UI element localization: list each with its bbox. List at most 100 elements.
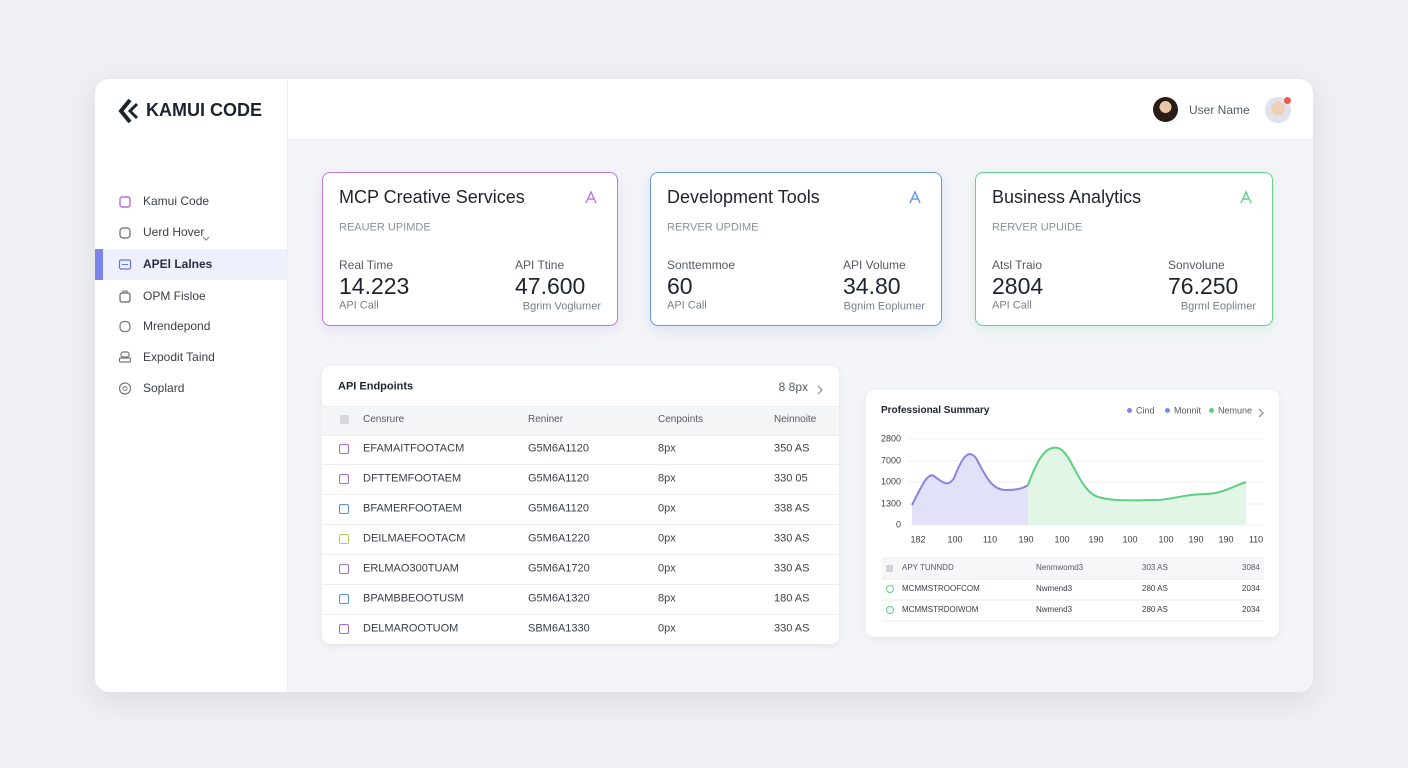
card-icon[interactable] [1238,189,1254,205]
nav-icon-glyph [119,320,131,333]
metric-caption: Bgrim Voglumer [522,300,601,313]
metric-card[interactable] [650,172,942,326]
y-tick-label: 1000 [880,476,901,487]
metric-value: 60 [667,273,693,300]
checkbox[interactable] [339,594,349,604]
card-icon[interactable] [907,189,923,205]
x-tick-label: 190 [1218,534,1234,545]
metric-value: 47.600 [515,273,586,300]
table-cell: SBM6A1330 [528,622,590,635]
nav-item[interactable]: OPM Fisloe [143,288,206,303]
table-cell: 330 AS [774,622,810,635]
area-purple [912,454,1028,525]
metric-card[interactable] [322,172,618,326]
checkbox[interactable] [339,474,349,484]
mini-cell: 280 AS [1142,584,1168,594]
checkbox[interactable] [339,534,349,544]
table-cell: 350 AS [774,442,810,455]
table-cell: G5M6A1220 [528,532,590,545]
nav-item[interactable]: Expodit Taind [143,349,215,364]
nav-icon[interactable] [118,319,132,334]
radio[interactable] [886,585,894,593]
nav-icon[interactable] [118,381,132,396]
nav-icon-glyph [119,196,131,208]
nav-item[interactable]: Mrendepond [143,318,211,333]
checkbox[interactable] [886,565,893,572]
mini-header-bg [882,559,1264,579]
x-tick-label: 100 [1054,534,1070,545]
table-cell: 8px [658,442,676,455]
metric-label: Sonttemmoe [667,257,736,272]
user-avatar[interactable] [1153,97,1178,122]
checkbox[interactable] [339,504,349,514]
nav-icon[interactable] [118,350,132,365]
legend-label: Cind [1136,405,1155,416]
nav-item[interactable]: APEl Lalnes [143,256,213,271]
chevron-glyph [1258,408,1264,418]
panel-title: API Endpoints [338,380,414,393]
nav-icon-glyph [118,259,132,270]
nav-icon[interactable] [118,257,132,272]
table-cell: 0px [658,532,676,545]
table-cell: 338 AS [774,502,810,515]
endpoints-header-row [322,406,839,436]
mini-header-cell: APY TUNNDD [902,563,954,573]
metric-card[interactable] [975,172,1273,326]
nav-item[interactable]: Uerd Hover [143,224,205,239]
panel-title: Professional Summary [881,405,990,416]
checkbox[interactable] [339,624,349,634]
table-cell: DEILMAEFOOTACM [363,532,466,545]
card-subtitle: RERVER UPDIME [667,221,759,234]
x-tick-label: 190 [1188,534,1204,545]
table-cell: DFTTEMFOOTAEM [363,472,462,485]
mini-cell: 2034 [1242,605,1260,615]
metric-value: 34.80 [843,273,901,300]
mini-cell: MCMMSTRDOIWOM [902,605,979,615]
table-cell: ERLMAO300TUAM [363,562,459,575]
table-cell: 0px [658,562,676,575]
nav-icon[interactable] [118,289,132,304]
chevron[interactable] [1257,405,1265,418]
nav-icon-glyph [119,227,131,239]
nav-icon[interactable] [118,194,132,209]
y-tick-label: 1300 [880,498,901,509]
column-header: Censrure [363,414,405,425]
chevron[interactable] [816,382,824,395]
metric-value: 14.223 [339,273,410,300]
x-tick-label: 110 [1248,534,1264,545]
nav-item[interactable]: Kamui Code [143,193,210,208]
checkbox[interactable] [339,444,349,454]
column-header: Reniner [528,414,564,425]
table-cell: 0px [658,622,676,635]
mini-cell: Nwmend3 [1036,584,1073,594]
panel-control[interactable]: 8 8px [778,379,808,394]
nav-icon[interactable] [118,225,132,240]
area-green [1028,447,1246,525]
nav-active-bar [95,249,103,280]
table-cell: G5M6A1720 [528,562,590,575]
nav-item[interactable]: Soplard [143,380,185,395]
row-divider [322,464,839,465]
topbar-divider [287,139,1313,140]
dropdown-caret[interactable] [202,229,210,241]
table-cell: G5M6A1120 [528,502,589,515]
dropdown-caret-glyph [202,236,210,241]
table-cell: 8px [658,472,676,485]
column-header: Neinnoite [774,414,817,425]
table-cell: G5M6A1120 [528,442,589,455]
card-icon[interactable] [583,189,599,205]
summary-chart [882,438,1264,622]
y-tick-label: 7000 [880,455,901,466]
metric-caption: API Call [667,299,707,312]
metric-caption: API Call [339,299,379,312]
y-tick-label: 2800 [880,433,901,444]
radio[interactable] [886,606,894,614]
user-name[interactable]: User Name [1189,102,1250,117]
card-icon-glyph [585,190,597,204]
checkbox[interactable] [339,564,349,574]
checkbox[interactable] [340,415,349,424]
metric-label: API Ttine [515,257,565,272]
metric-caption: Bgrml Eoplimer [1180,300,1256,313]
legend-swatch [1165,408,1170,413]
